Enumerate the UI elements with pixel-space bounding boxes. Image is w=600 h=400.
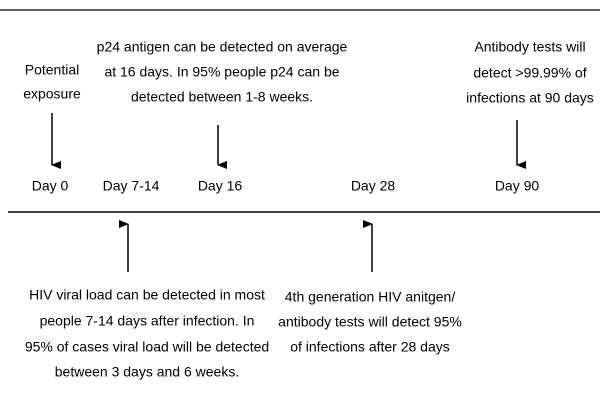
annotation-line: HIV viral load can be detected in most — [29, 287, 265, 303]
annotation-line: at 16 days. In 95% people p24 can be — [104, 64, 339, 80]
annotation-line: between 3 days and 6 weeks. — [55, 364, 239, 380]
day-label: Day 7-14 — [103, 178, 160, 194]
annotation-line: people 7-14 days after infection. In — [40, 313, 255, 329]
day-label: Day 90 — [495, 178, 540, 194]
annotation-line: p24 antigen can be detected on average — [97, 39, 348, 55]
day-label: Day 0 — [32, 178, 69, 194]
annotation-line: of infections after 28 days — [290, 339, 450, 355]
annotation-line: 95% of cases viral load will be detected — [25, 339, 269, 355]
day-label: Day 16 — [198, 178, 243, 194]
day-label: Day 28 — [351, 178, 396, 194]
annotation-line: 4th generation HIV anitgen/ — [285, 289, 456, 305]
annotation-line: exposure — [23, 86, 81, 102]
annotation-line: detected between 1-8 weeks. — [131, 89, 313, 105]
annotation-line: infections at 90 days — [466, 90, 594, 106]
annotation-line: antibody tests will detect 95% — [278, 314, 462, 330]
annotation-line: Potential — [25, 62, 79, 78]
annotation-line: detect >99.99% of — [473, 65, 586, 81]
annotation-line: Antibody tests will — [474, 39, 585, 55]
